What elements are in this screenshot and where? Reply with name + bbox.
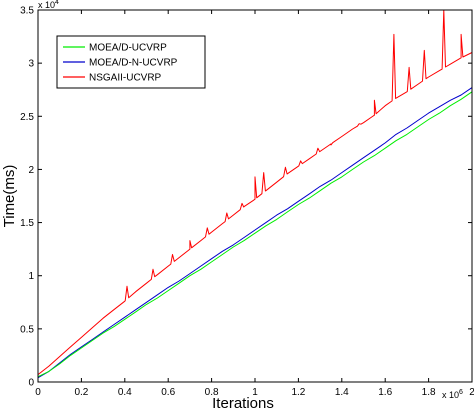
x-tick-label: 1.2 bbox=[291, 387, 305, 398]
x-multiplier-exponent: 6 bbox=[459, 389, 463, 396]
x-tick-label: 2 bbox=[469, 387, 474, 398]
x-tick-label: 0.2 bbox=[74, 387, 88, 398]
y-axis-multiplier: x 104 bbox=[38, 0, 59, 10]
x-tick-label: 0 bbox=[35, 387, 41, 398]
y-tick-label: 0 bbox=[28, 378, 34, 389]
svg-text:x 106: x 106 bbox=[442, 389, 463, 400]
y-tick-label: 1 bbox=[28, 271, 34, 282]
x-tick-label: 1.6 bbox=[378, 387, 392, 398]
y-multiplier-exponent: 4 bbox=[55, 0, 59, 6]
svg-text:x 104: x 104 bbox=[38, 0, 59, 10]
y-tick-label: 0.5 bbox=[20, 324, 34, 335]
series-line-2 bbox=[37, 9, 473, 375]
y-tick-label: 1.5 bbox=[20, 218, 34, 229]
series-line-1 bbox=[37, 87, 473, 379]
legend-label-2: NSGAII-UCVRP bbox=[89, 73, 162, 84]
x-tick-label: 1 bbox=[252, 387, 258, 398]
x-tick-label: 0.4 bbox=[118, 387, 132, 398]
x-axis-label: Iterations bbox=[212, 395, 274, 412]
ticks-layer: 0 0.2 0.4 0.6 0.8 1 1.2 1.4 1.6 1.8 2 0 0.5 1 1.5 2 2.5 3… bbox=[20, 6, 474, 399]
y-axis-label: Time(ms) bbox=[1, 165, 18, 228]
series-line-0 bbox=[37, 91, 473, 378]
legend-label-0: MOEA/D-UCVRP bbox=[89, 43, 167, 54]
x-tick-label: 0.8 bbox=[205, 387, 219, 398]
y-tick-label: 3 bbox=[28, 59, 34, 70]
x-tick-label: 1.8 bbox=[422, 387, 436, 398]
x-tick-label: 1.4 bbox=[335, 387, 349, 398]
y-tick-label: 3.5 bbox=[20, 6, 34, 17]
legend: MOEA/D-UCVRP MOEA/D-N-UCVRP NSGAII-UCVRP bbox=[56, 35, 206, 89]
x-multiplier-base: x 10 bbox=[442, 390, 459, 400]
x-tick-label: 0.6 bbox=[161, 387, 175, 398]
legend-label-1: MOEA/D-N-UCVRP bbox=[89, 58, 178, 69]
y-tick-label: 2.5 bbox=[20, 112, 34, 123]
series-layer bbox=[37, 9, 473, 379]
y-tick-label: 2 bbox=[28, 165, 34, 176]
y-multiplier-base: x 10 bbox=[38, 0, 55, 10]
x-axis-multiplier: x 106 bbox=[442, 389, 463, 400]
